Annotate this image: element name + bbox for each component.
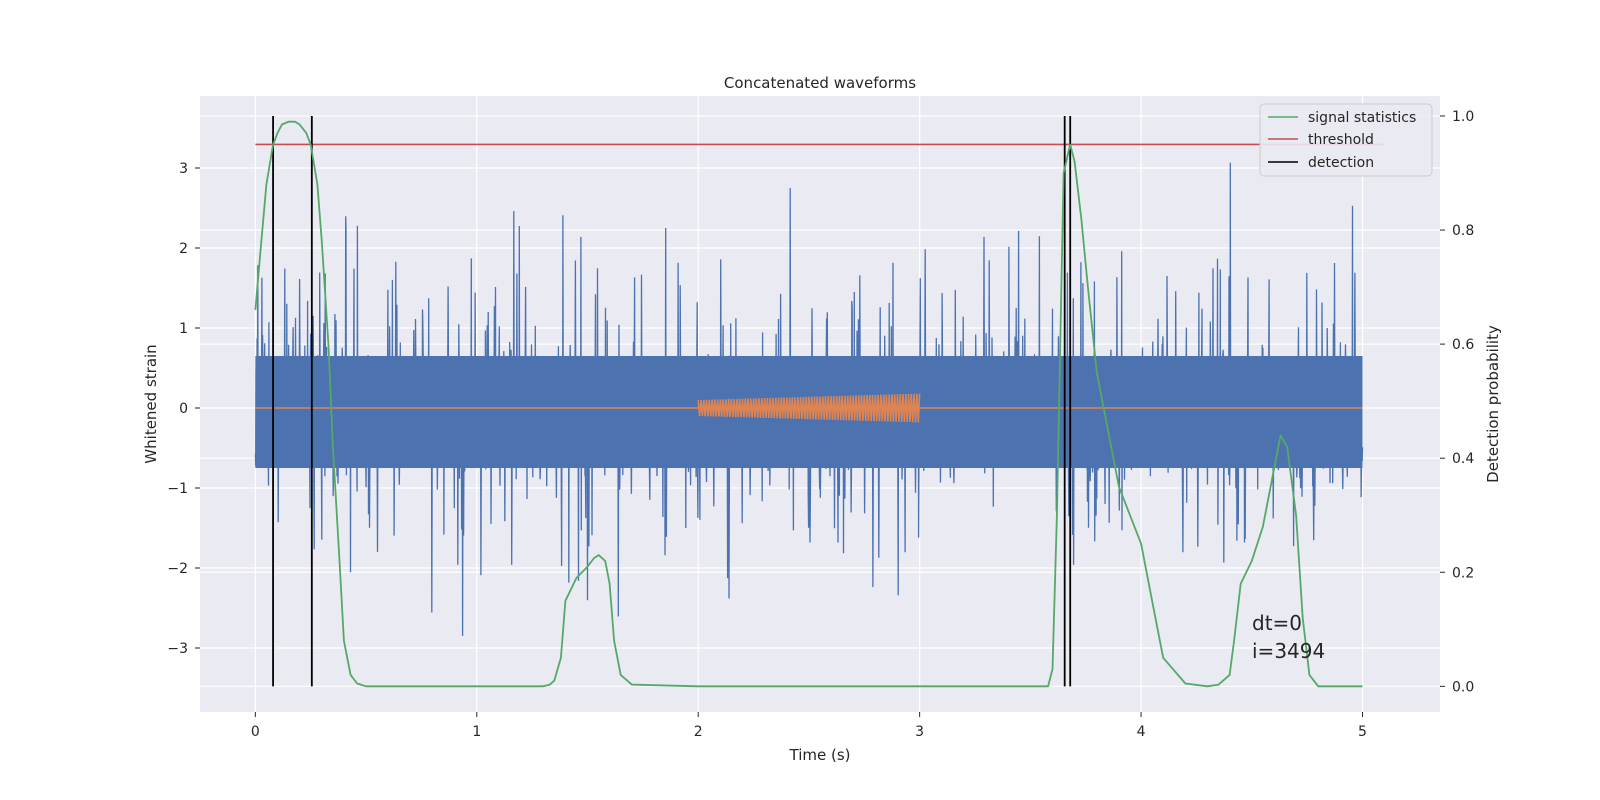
strain-series — [254, 162, 1364, 636]
y-tick-label: 3 — [179, 161, 188, 177]
y2-tick-label: 0.2 — [1452, 565, 1474, 581]
y2-tick-label: 1.0 — [1452, 109, 1474, 125]
y-tick-label: 2 — [179, 241, 188, 257]
y2-tick-label: 0.6 — [1452, 337, 1474, 353]
signal-statistics-line — [254, 120, 1363, 688]
strain-dense-band — [255, 356, 1363, 468]
y2-tick-label: 0.0 — [1452, 679, 1474, 695]
annotation-dt: dt=0 — [1252, 611, 1302, 635]
legend-label-detection: detection — [1308, 155, 1374, 171]
x-tick-label: 1 — [472, 724, 481, 740]
legend-label-threshold: threshold — [1308, 132, 1374, 148]
x-tick-label: 4 — [1137, 724, 1146, 740]
y2-tick-label: 0.8 — [1452, 223, 1474, 239]
y-tick-label: −1 — [167, 481, 188, 497]
x-tick-label: 3 — [915, 724, 924, 740]
signal-statistics-series — [254, 120, 1363, 688]
x-tick-label: 5 — [1358, 724, 1367, 740]
y-tick-label: 1 — [179, 321, 188, 337]
x-tick-label: 0 — [251, 724, 260, 740]
detection-series — [272, 115, 1072, 687]
legend-label-signal-statistics: signal statistics — [1308, 110, 1416, 126]
template-series — [255, 393, 1363, 423]
template-chirp — [697, 393, 921, 423]
legend-box — [1259, 103, 1433, 177]
annotation-i: i=3494 — [1252, 639, 1325, 663]
y-axis-title: Whitened strain — [142, 344, 160, 463]
y2-axis-title: Detection probability — [1484, 325, 1502, 483]
y-tick-label: 0 — [179, 401, 188, 417]
legend: signal statistics threshold detection — [1259, 103, 1433, 177]
x-axis-title: Time (s) — [789, 746, 851, 764]
chart-title: Concatenated waveforms — [724, 74, 916, 92]
y2-tick-label: 0.4 — [1452, 451, 1474, 467]
y-tick-label: −3 — [167, 641, 188, 657]
y-tick-label: −2 — [167, 561, 188, 577]
axis-ticks: 0 1 2 3 4 5 −3 −2 −1 0 1 2 3 0.0 0.2 0.4 0.6 0.8 1.0 — [167, 109, 1474, 740]
x-tick-label: 2 — [694, 724, 703, 740]
